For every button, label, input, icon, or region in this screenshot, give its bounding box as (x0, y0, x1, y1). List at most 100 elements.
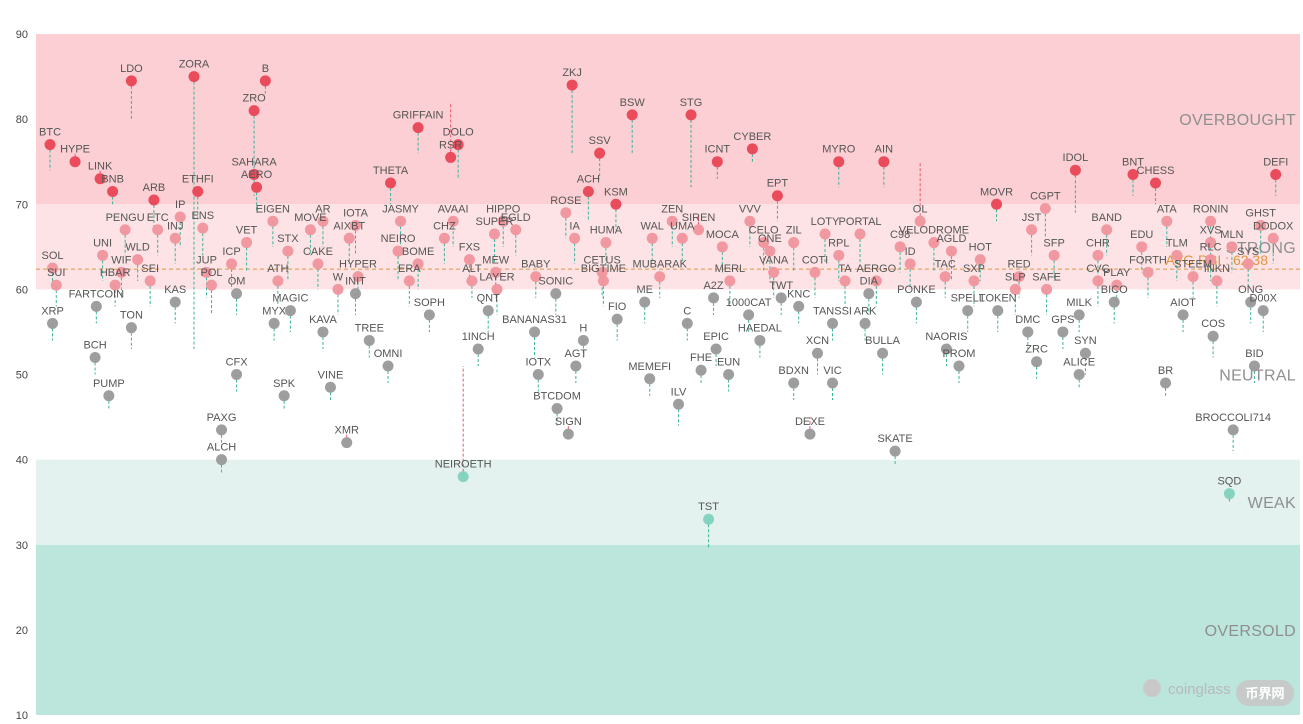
point-vic (827, 377, 839, 389)
point-rsr (445, 151, 457, 163)
label-ia: IA (569, 220, 580, 232)
point-vana (768, 266, 780, 278)
label-kava: KAVA (309, 314, 337, 326)
point-theta (385, 177, 397, 189)
label-etc: ETC (147, 212, 169, 224)
label-jasmy: JASMY (382, 203, 419, 215)
label-play: PLAY (1103, 267, 1131, 279)
point-aero (251, 181, 263, 193)
point-bdxn (788, 377, 800, 389)
label-uma: UMA (670, 220, 695, 232)
label-dmc: DMC (1015, 314, 1040, 326)
label-ol: OL (913, 203, 928, 215)
point-bid (1248, 360, 1260, 372)
y-tick-30: 30 (16, 540, 28, 552)
zone-neutral (36, 289, 1300, 460)
label-a2z: A2Z (703, 280, 723, 292)
point-ia (569, 232, 581, 244)
point-hot (974, 254, 986, 266)
label-layer: LAYER (479, 271, 514, 283)
label-ar: AR (315, 203, 330, 215)
label-vic: VIC (823, 365, 841, 377)
label-h: H (579, 322, 587, 334)
label-fxs: FXS (459, 242, 480, 254)
label-init: INIT (345, 276, 366, 288)
point-w (332, 283, 344, 295)
point-super (488, 228, 500, 240)
point-spk (278, 390, 290, 402)
point-zen (666, 215, 678, 227)
label-moca: MOCA (706, 229, 740, 241)
label-bigtime: BIGTIME (581, 263, 626, 275)
point-om (231, 288, 243, 300)
label-cake: CAKE (303, 246, 333, 258)
point-ronin (1205, 215, 1217, 227)
label-ghst: GHST (1245, 208, 1276, 220)
point-sonic (550, 288, 562, 300)
point-jasmy (395, 215, 407, 227)
y-tick-50: 50 (16, 370, 28, 382)
point-celo (758, 237, 770, 249)
point-iota (350, 220, 362, 232)
label-sonic: SONIC (538, 276, 573, 288)
label-cos: COS (1201, 318, 1225, 330)
point-mln (1226, 241, 1238, 253)
label-zora: ZORA (179, 59, 210, 71)
label-xrp: XRP (41, 305, 64, 317)
point-bsw (626, 109, 638, 121)
point-rose (560, 207, 572, 219)
label-dolo: DOLO (443, 127, 475, 139)
point-inkn (1211, 275, 1223, 287)
label-stg: STG (680, 97, 703, 109)
point-haedal (754, 334, 766, 346)
point-defi (1270, 168, 1282, 180)
label-zkj: ZKJ (562, 67, 582, 79)
label-link: LINK (88, 161, 113, 173)
label-cetus: CETUS (584, 254, 621, 266)
point-zora (188, 71, 200, 83)
label-celo: CELO (749, 225, 779, 237)
label-uni: UNI (93, 237, 112, 249)
label-ldo: LDO (120, 63, 143, 75)
point-epic (710, 343, 722, 355)
label-c: C (683, 305, 691, 317)
y-tick-10: 10 (16, 710, 28, 722)
point-fhe (695, 364, 707, 376)
point-syn (1079, 347, 1091, 359)
watermark-sub: 币界网 (1245, 686, 1284, 701)
point-ept (771, 190, 783, 202)
point-prom (953, 360, 965, 372)
label-mew: MEW (482, 254, 510, 266)
label-ens: ENS (191, 210, 214, 222)
label-band: BAND (1091, 212, 1122, 224)
label-ach: ACH (577, 173, 600, 185)
label-sei: SEI (141, 263, 159, 275)
point-memefi (644, 373, 656, 385)
point-rpl (833, 249, 845, 261)
label-dodox: DODOX (1253, 220, 1294, 232)
label-portal: PORTAL (839, 216, 882, 228)
point-c (681, 317, 693, 329)
point-naoris (940, 343, 952, 355)
point-cetus (596, 266, 608, 278)
label-icnt: ICNT (704, 144, 730, 156)
point-ong (1245, 296, 1257, 308)
label-twt: TWT (769, 280, 793, 292)
point-tanssi (827, 317, 839, 329)
point-dia (863, 288, 875, 300)
point-icnt (711, 156, 723, 168)
point-bnb (107, 185, 119, 197)
label-huma: HUMA (590, 225, 623, 237)
label-sol: SOL (42, 250, 64, 262)
label-1000cat: 1000CAT (726, 297, 772, 309)
point-ssv (594, 147, 606, 159)
label-ponke: PONKE (897, 284, 936, 296)
label-super: SUPER (476, 216, 514, 228)
label-fio: FIO (608, 301, 627, 313)
label-eun: EUN (717, 357, 740, 369)
point-pengu (119, 224, 131, 236)
point-hype (69, 156, 81, 168)
y-tick-40: 40 (16, 455, 28, 467)
label-tlm: TLM (1166, 237, 1188, 249)
label-om: OM (228, 276, 246, 288)
